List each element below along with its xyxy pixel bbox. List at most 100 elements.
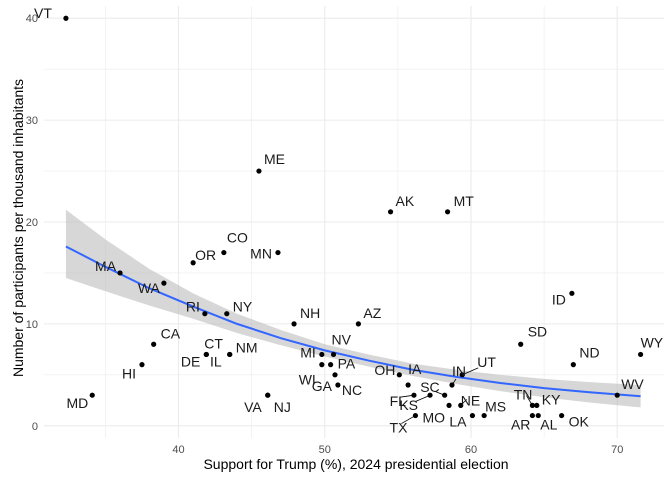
label-co: CO <box>227 230 248 246</box>
point-oh <box>396 372 402 378</box>
y-tick-label: 10 <box>26 319 38 331</box>
label-al: AL <box>540 417 557 433</box>
label-wy: WY <box>641 334 664 350</box>
label-fl: FL <box>390 393 407 409</box>
label-ms: MS <box>485 399 506 415</box>
label-in: IN <box>452 363 466 379</box>
point-wv <box>614 392 620 398</box>
x-tick-label: 40 <box>172 444 184 456</box>
label-nv: NV <box>332 331 352 347</box>
label-nm: NM <box>236 339 258 355</box>
point-al <box>535 412 541 419</box>
label-az: AZ <box>363 305 381 321</box>
point-ks <box>427 392 433 398</box>
label-pa: PA <box>338 356 356 372</box>
y-tick-label: 20 <box>26 217 38 229</box>
label-wi: WI <box>299 372 316 388</box>
point-wi <box>319 362 325 368</box>
confidence-band <box>65 209 641 408</box>
label-mn: MN <box>250 246 272 262</box>
trend-line <box>65 245 641 398</box>
label-mt: MT <box>454 193 475 209</box>
point-id <box>569 290 575 296</box>
point-ca <box>151 341 157 347</box>
label-ok: OK <box>569 414 590 430</box>
point-ga <box>332 372 338 378</box>
label-sc: SC <box>420 379 439 395</box>
grid <box>44 6 664 438</box>
label-oh: OH <box>374 362 395 378</box>
point-tx <box>412 412 419 419</box>
point-mi <box>319 351 325 358</box>
label-ga: GA <box>312 378 333 394</box>
label-ak: AK <box>396 193 415 209</box>
label-ks: KS <box>399 397 418 413</box>
point-ms <box>481 412 487 419</box>
label-tn: TN <box>514 386 533 402</box>
leader-ut <box>462 367 479 376</box>
label-id: ID <box>552 291 566 307</box>
point-ny <box>224 311 230 317</box>
label-wa: WA <box>138 280 161 296</box>
label-or: OR <box>195 247 216 263</box>
point-wa <box>161 280 167 286</box>
point-nm <box>227 351 233 358</box>
point-mn <box>275 249 281 256</box>
label-de: DE <box>181 353 200 369</box>
point-tn <box>529 402 535 408</box>
y-axis-title: Number of participants per thousand inha… <box>10 78 26 378</box>
label-ct: CT <box>204 335 223 351</box>
confidence-band-area <box>65 209 641 408</box>
label-mo: MO <box>422 409 445 425</box>
label-ma: MA <box>95 258 117 274</box>
label-md: MD <box>66 395 88 411</box>
label-la: LA <box>449 414 467 430</box>
label-il: IL <box>210 353 222 369</box>
label-ia: IA <box>408 361 422 377</box>
x-axis-title: Support for Trump (%), 2024 presidential… <box>203 456 509 472</box>
point-in <box>449 382 455 388</box>
data-points <box>63 15 644 419</box>
point-nh <box>291 321 297 327</box>
point-pa <box>328 362 334 368</box>
point-ut <box>459 372 465 378</box>
x-tick-label: 50 <box>319 444 331 456</box>
leader-tx <box>401 415 416 424</box>
label-sd: SD <box>528 323 547 339</box>
label-wv: WV <box>621 376 644 392</box>
label-nc: NC <box>342 382 362 398</box>
y-tick-label: 30 <box>26 115 38 127</box>
point-co <box>221 249 227 256</box>
point-de <box>203 351 209 358</box>
label-ut: UT <box>477 354 496 370</box>
point-ne <box>458 402 464 408</box>
x-tick-label: 60 <box>465 444 477 456</box>
label-ca: CA <box>161 325 181 341</box>
trend-line-path <box>65 245 641 398</box>
label-me: ME <box>264 151 285 167</box>
label-vt: VT <box>34 5 52 21</box>
point-md <box>89 392 95 398</box>
label-va: VA <box>244 399 262 415</box>
label-ri: RI <box>186 299 200 315</box>
point-la <box>469 412 476 419</box>
point-wy <box>638 351 644 358</box>
point-hi <box>139 362 145 368</box>
point-va <box>265 392 271 398</box>
point-ky <box>534 402 540 408</box>
point-az <box>355 321 361 327</box>
x-tick-label: 70 <box>611 444 623 456</box>
label-ne: NE <box>461 392 480 408</box>
point-ma <box>117 270 123 276</box>
point-sc <box>442 392 448 398</box>
point-mo <box>446 402 452 408</box>
point-or <box>190 260 196 266</box>
label-ar: AR <box>511 417 530 433</box>
point-me <box>256 168 262 174</box>
point-ia <box>405 382 411 388</box>
y-tick-label: 0 <box>32 421 38 433</box>
label-hi: HI <box>122 366 136 382</box>
